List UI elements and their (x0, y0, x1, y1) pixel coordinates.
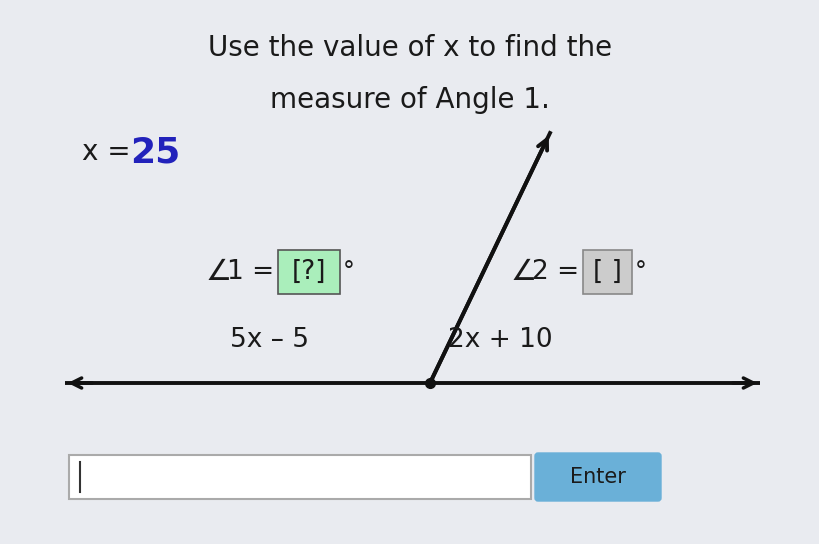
Text: $\angle$: $\angle$ (509, 258, 534, 286)
Text: °: ° (342, 260, 355, 284)
Text: [?]: [?] (292, 259, 326, 285)
Text: x =: x = (82, 138, 139, 166)
Text: $\angle$: $\angle$ (205, 258, 229, 286)
Text: measure of Angle 1.: measure of Angle 1. (269, 86, 550, 114)
Text: Use the value of x to find the: Use the value of x to find the (208, 34, 611, 62)
Text: 5x – 5: 5x – 5 (229, 327, 309, 353)
FancyBboxPatch shape (582, 250, 631, 294)
FancyBboxPatch shape (534, 453, 660, 501)
Text: 2x + 10: 2x + 10 (447, 327, 552, 353)
Text: [ ]: [ ] (592, 259, 621, 285)
Text: 1 =: 1 = (227, 259, 283, 285)
FancyBboxPatch shape (278, 250, 340, 294)
Text: °: ° (634, 260, 646, 284)
Text: Enter: Enter (569, 467, 625, 487)
Text: 25: 25 (130, 135, 180, 169)
Text: 2 =: 2 = (532, 259, 586, 285)
FancyBboxPatch shape (69, 455, 531, 499)
